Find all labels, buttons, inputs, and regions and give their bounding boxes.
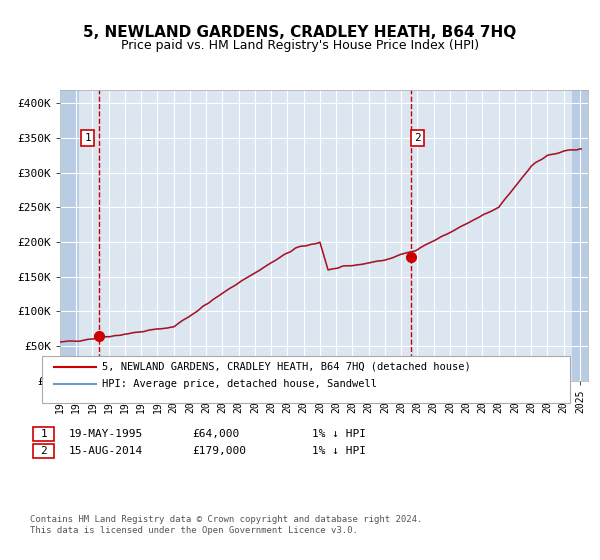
Text: 2: 2 (40, 446, 47, 456)
Text: 1% ↓ HPI: 1% ↓ HPI (312, 446, 366, 456)
Text: 1% ↓ HPI: 1% ↓ HPI (312, 429, 366, 439)
Bar (60, 90, 79, 381)
Text: 1: 1 (40, 429, 47, 439)
Text: Contains HM Land Registry data © Crown copyright and database right 2024.
This d: Contains HM Land Registry data © Crown c… (30, 515, 422, 535)
Bar (572, 90, 588, 381)
Text: HPI: Average price, detached house, Sandwell: HPI: Average price, detached house, Sand… (102, 379, 377, 389)
Text: 19-MAY-1995: 19-MAY-1995 (69, 429, 143, 439)
Text: 5, NEWLAND GARDENS, CRADLEY HEATH, B64 7HQ: 5, NEWLAND GARDENS, CRADLEY HEATH, B64 7… (83, 25, 517, 40)
Text: Price paid vs. HM Land Registry's House Price Index (HPI): Price paid vs. HM Land Registry's House … (121, 39, 479, 52)
Text: 15-AUG-2014: 15-AUG-2014 (69, 446, 143, 456)
Text: 2: 2 (414, 133, 421, 143)
Text: 1: 1 (84, 133, 91, 143)
Text: £179,000: £179,000 (192, 446, 246, 456)
Text: £64,000: £64,000 (192, 429, 239, 439)
Text: 5, NEWLAND GARDENS, CRADLEY HEATH, B64 7HQ (detached house): 5, NEWLAND GARDENS, CRADLEY HEATH, B64 7… (102, 362, 471, 372)
